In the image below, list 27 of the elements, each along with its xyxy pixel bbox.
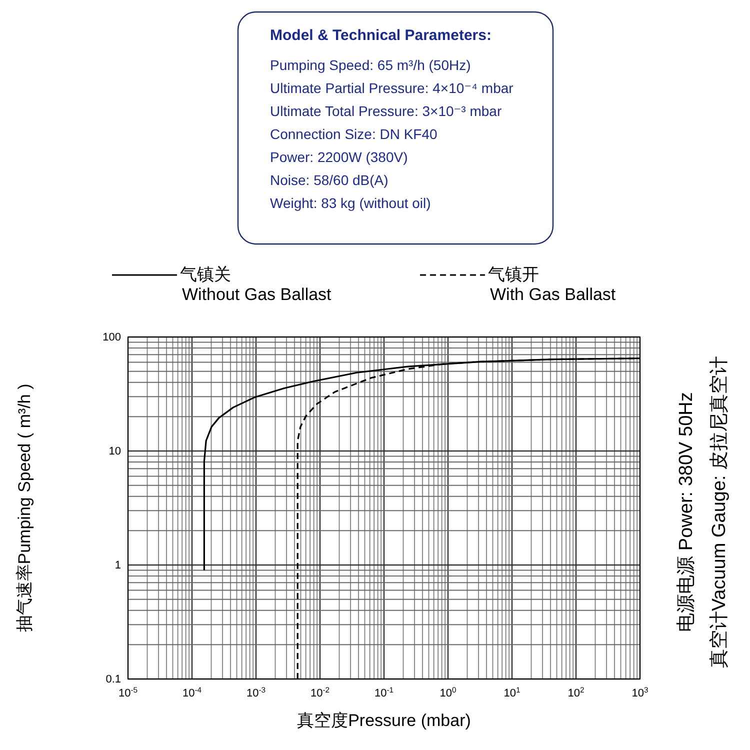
text: Noise: 58/60 dB(A) — [270, 172, 388, 188]
text: Weight: 83 kg (without oil) — [270, 195, 431, 211]
text: Ultimate Total Pressure: 3×10⁻³ mbar — [270, 103, 502, 119]
x-tick-label: 10$^{1}$ — [504, 684, 520, 700]
x-tick-label: 10$^{-2}$ — [310, 684, 330, 700]
x-tick-label: 10$^{-1}$ — [374, 684, 394, 700]
text: Ultimate Partial Pressure: 4×10⁻⁴ mbar — [270, 80, 514, 96]
text: Pumping Speed: 65 m³/h (50Hz) — [270, 57, 471, 73]
x-axis-title: 真空度Pressure (mbar) — [297, 711, 471, 730]
x-tick-label: 10$^{0}$ — [440, 684, 456, 700]
x-tick-label: 10$^{-3}$ — [246, 684, 266, 700]
x-tick-label: 10$^{-5}$ — [118, 684, 138, 700]
chart-title: Model & Technical Parameters: — [270, 27, 492, 44]
y-tick-label: 1 — [114, 560, 121, 572]
y-tick-label: 0.1 — [106, 674, 121, 686]
text: 电源电源 Power: 380V 50Hz — [676, 392, 697, 632]
text: 真空计Vacuum Gauge: 皮拉尼真空计 — [708, 356, 730, 668]
text: Power: 2200W (380V) — [270, 149, 408, 165]
y-axis-title: 抽气速率Pumping Speed ( m³/h ) — [15, 384, 34, 632]
text: Connection Size: DN KF40 — [270, 126, 438, 142]
x-tick-label: 10$^{3}$ — [632, 684, 648, 700]
legend-label: 气镇关 Without Gas Ballast — [180, 265, 332, 304]
x-tick-label: 10$^{-4}$ — [182, 684, 202, 700]
y-tick-label: 10 — [108, 446, 121, 458]
y-tick-label: 100 — [102, 332, 121, 344]
legend-label: 气镇开 With Gas Ballast — [488, 265, 616, 304]
x-tick-label: 10$^{2}$ — [568, 684, 584, 700]
